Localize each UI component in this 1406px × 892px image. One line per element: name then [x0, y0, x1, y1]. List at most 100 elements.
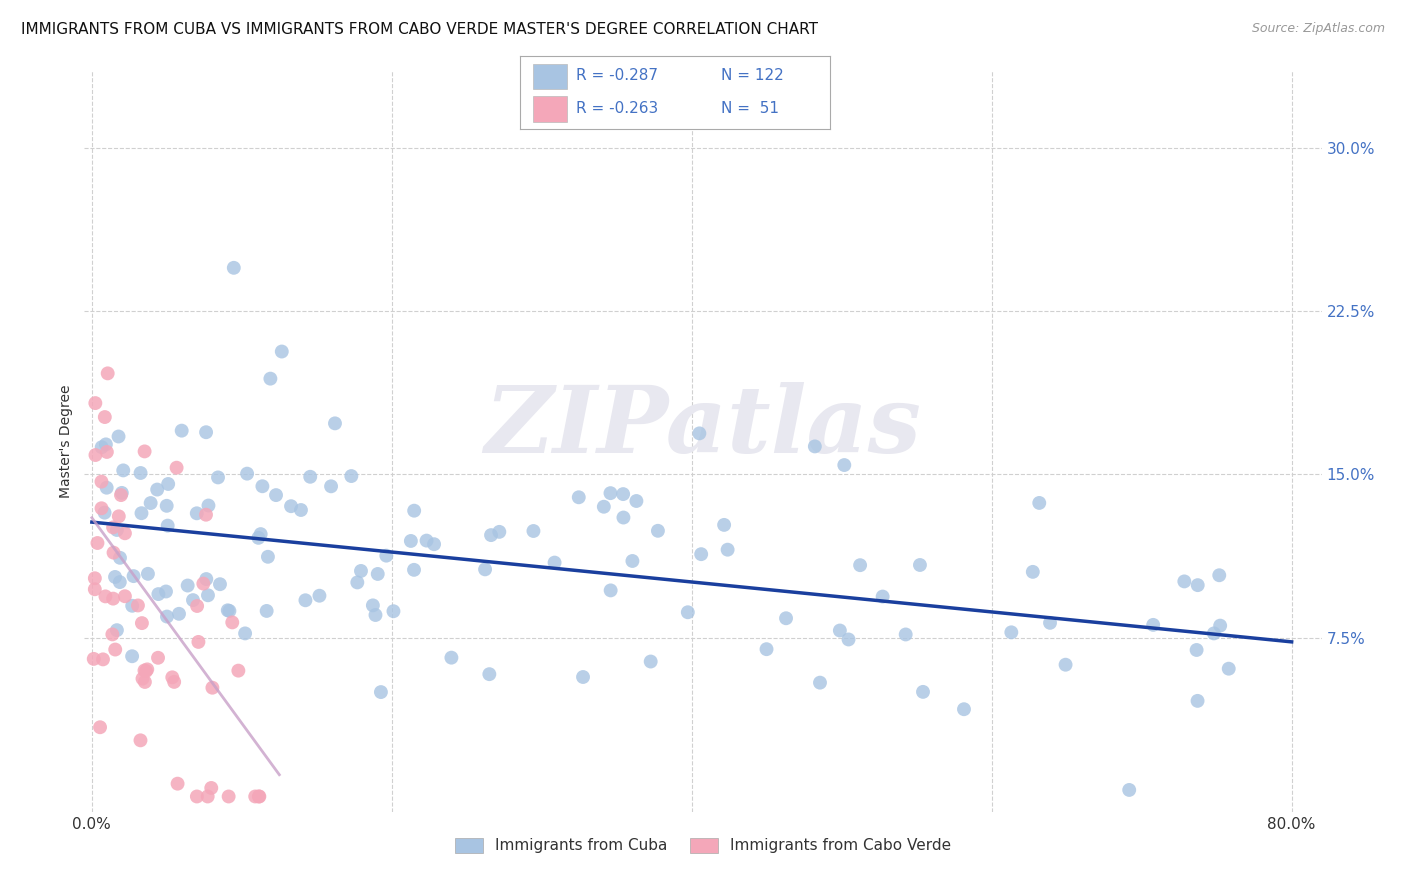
- Point: [340, 469, 363, 483]
- Point: [626, 494, 648, 508]
- Point: [1118, 783, 1140, 797]
- Point: [96, 481, 118, 495]
- Point: [195, 572, 218, 586]
- Point: [713, 517, 735, 532]
- Point: [146, 650, 169, 665]
- Point: [1000, 625, 1022, 640]
- Point: [84, 448, 107, 462]
- Point: [91, 652, 114, 666]
- Point: [84, 396, 107, 410]
- Point: [156, 609, 179, 624]
- Point: [804, 439, 827, 453]
- Point: [264, 488, 287, 502]
- Point: [247, 789, 270, 804]
- Point: [105, 623, 128, 637]
- Point: [832, 458, 855, 472]
- Point: [114, 589, 136, 603]
- Legend: Immigrants from Cuba, Immigrants from Cabo Verde: Immigrants from Cuba, Immigrants from Ca…: [449, 831, 957, 860]
- FancyBboxPatch shape: [533, 63, 567, 89]
- Point: [166, 460, 188, 475]
- Point: [103, 546, 125, 560]
- Point: [252, 479, 274, 493]
- Point: [404, 504, 426, 518]
- Point: [104, 642, 127, 657]
- Point: [197, 789, 219, 804]
- Point: [108, 575, 131, 590]
- Point: [808, 675, 831, 690]
- Point: [423, 537, 446, 551]
- Point: [83, 652, 105, 666]
- Point: [543, 556, 565, 570]
- Point: [186, 599, 208, 613]
- Point: [488, 524, 510, 539]
- Point: [104, 570, 127, 584]
- Point: [112, 463, 135, 477]
- Point: [350, 564, 373, 578]
- Point: [478, 667, 501, 681]
- Y-axis label: Master's Degree: Master's Degree: [59, 384, 73, 499]
- Point: [249, 527, 271, 541]
- Point: [107, 509, 129, 524]
- Point: [872, 590, 894, 604]
- Point: [136, 566, 159, 581]
- Point: [247, 789, 270, 804]
- Point: [155, 584, 177, 599]
- Point: [1185, 643, 1208, 657]
- Point: [111, 486, 134, 500]
- Point: [1218, 662, 1240, 676]
- Point: [290, 503, 312, 517]
- Point: [127, 599, 149, 613]
- Point: [257, 549, 280, 564]
- Point: [101, 591, 124, 606]
- Point: [135, 664, 157, 678]
- Point: [170, 424, 193, 438]
- Point: [218, 604, 240, 618]
- Point: [139, 496, 162, 510]
- Point: [522, 524, 544, 538]
- Point: [129, 466, 152, 480]
- Point: [755, 642, 778, 657]
- Point: [105, 523, 128, 537]
- Point: [121, 649, 143, 664]
- Point: [131, 616, 153, 631]
- Point: [911, 685, 934, 699]
- Point: [114, 526, 136, 541]
- Point: [717, 542, 740, 557]
- Point: [197, 499, 219, 513]
- Point: [612, 487, 634, 501]
- Point: [108, 550, 131, 565]
- Text: N =  51: N = 51: [721, 102, 779, 116]
- Point: [346, 575, 368, 590]
- Point: [908, 558, 931, 572]
- Point: [280, 499, 302, 513]
- Point: [599, 583, 621, 598]
- Text: Source: ZipAtlas.com: Source: ZipAtlas.com: [1251, 22, 1385, 36]
- Point: [572, 670, 595, 684]
- Point: [361, 599, 384, 613]
- Point: [97, 367, 120, 381]
- Point: [364, 607, 387, 622]
- Point: [568, 490, 591, 504]
- Point: [367, 566, 389, 581]
- Point: [129, 733, 152, 747]
- FancyBboxPatch shape: [533, 96, 567, 122]
- Point: [200, 780, 222, 795]
- Point: [156, 499, 179, 513]
- Point: [828, 624, 851, 638]
- Point: [612, 510, 634, 524]
- Point: [207, 470, 229, 484]
- Point: [134, 444, 156, 458]
- Point: [195, 425, 218, 440]
- Point: [86, 536, 108, 550]
- Point: [101, 520, 124, 534]
- Point: [195, 508, 218, 522]
- Point: [1022, 565, 1045, 579]
- Point: [94, 437, 117, 451]
- Point: [1028, 496, 1050, 510]
- Text: IMMIGRANTS FROM CUBA VS IMMIGRANTS FROM CABO VERDE MASTER'S DEGREE CORRELATION C: IMMIGRANTS FROM CUBA VS IMMIGRANTS FROM …: [21, 22, 818, 37]
- Point: [136, 662, 159, 676]
- Point: [90, 475, 112, 489]
- Point: [131, 506, 153, 520]
- Point: [236, 467, 259, 481]
- Point: [186, 506, 208, 520]
